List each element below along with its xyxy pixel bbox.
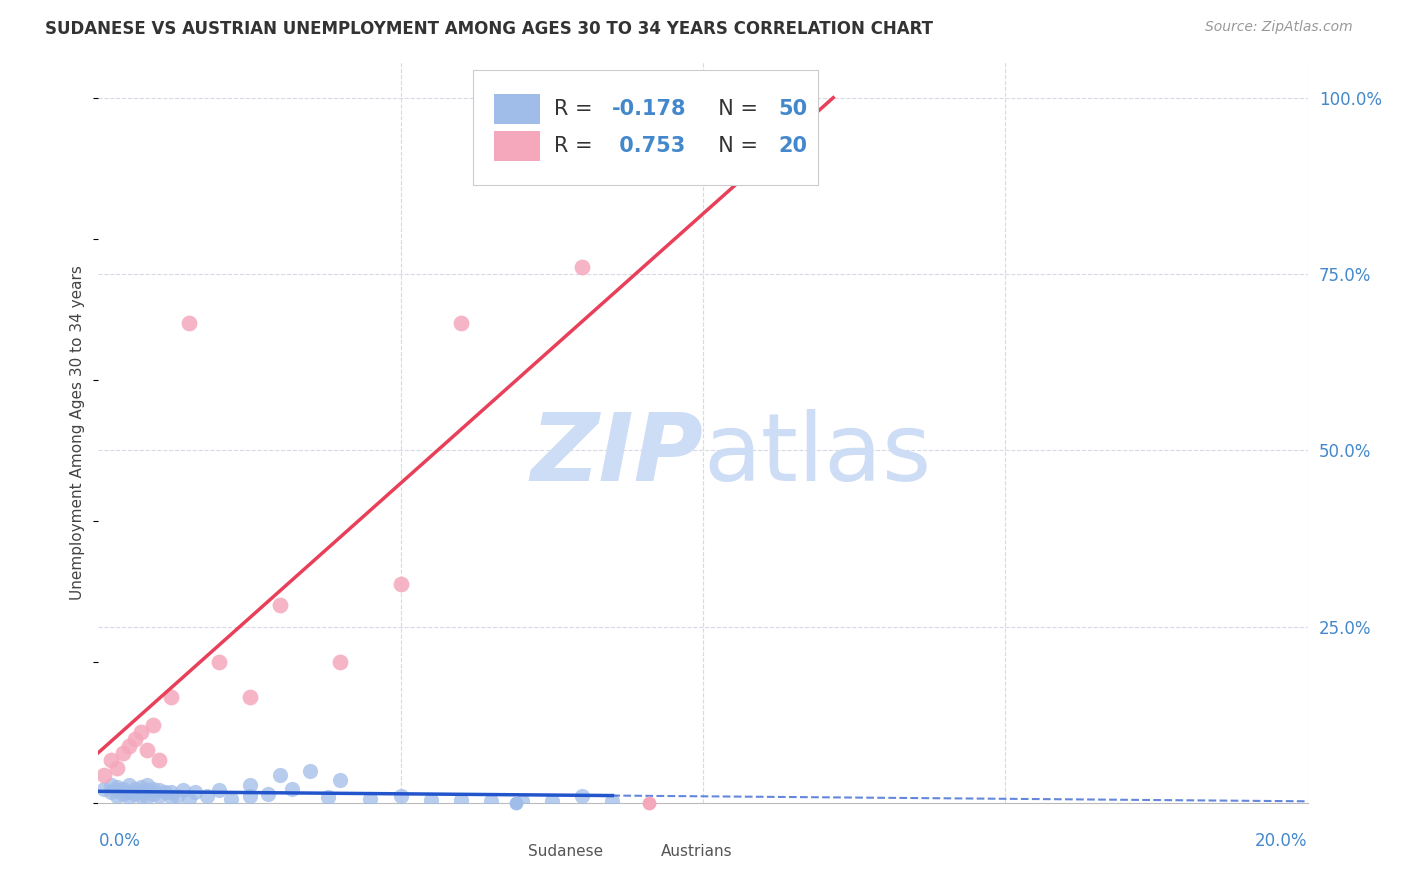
Point [329, 655, 352, 669]
Point [153, 785, 176, 799]
Point [105, 783, 128, 797]
Point [510, 794, 533, 808]
Point [118, 790, 141, 805]
Point [93, 767, 115, 781]
Y-axis label: Unemployment Among Ages 30 to 34 years: Unemployment Among Ages 30 to 34 years [70, 265, 86, 600]
Point [142, 788, 165, 802]
Point [124, 788, 146, 802]
Point [239, 778, 262, 792]
Point [316, 790, 339, 805]
Point [124, 732, 146, 747]
Text: ZIP: ZIP [530, 409, 703, 500]
Text: 50: 50 [778, 99, 807, 120]
Point [111, 781, 134, 796]
Text: Source: ZipAtlas.com: Source: ZipAtlas.com [1205, 20, 1353, 34]
Point [160, 690, 183, 704]
Point [129, 789, 152, 803]
Text: 20.0%: 20.0% [1256, 832, 1308, 850]
Point [129, 725, 152, 739]
Text: Sudanese: Sudanese [527, 844, 603, 858]
Point [111, 788, 134, 802]
Point [299, 764, 322, 778]
Text: N =: N = [706, 136, 765, 156]
Point [105, 789, 128, 803]
Text: atlas: atlas [703, 409, 931, 500]
Point [208, 655, 231, 669]
Point [571, 789, 593, 803]
Text: 0.753: 0.753 [613, 136, 686, 156]
Text: -0.178: -0.178 [613, 99, 686, 120]
Point [450, 316, 472, 330]
Point [118, 778, 141, 792]
Point [420, 793, 443, 807]
Point [571, 260, 593, 274]
Point [329, 773, 352, 788]
Point [184, 785, 207, 799]
Text: R =: R = [554, 136, 599, 156]
Point [93, 781, 115, 796]
Point [105, 780, 128, 795]
Point [239, 789, 262, 803]
Point [221, 792, 243, 806]
Point [481, 794, 503, 808]
Point [135, 790, 157, 805]
Point [602, 794, 624, 808]
Point [135, 743, 157, 757]
Point [389, 577, 412, 591]
Text: Austrians: Austrians [661, 844, 733, 858]
Point [269, 767, 291, 781]
Point [166, 789, 188, 803]
Point [281, 781, 304, 796]
Point [135, 778, 157, 792]
Point [100, 754, 122, 768]
Point [148, 783, 170, 797]
Text: SUDANESE VS AUSTRIAN UNEMPLOYMENT AMONG AGES 30 TO 34 YEARS CORRELATION CHART: SUDANESE VS AUSTRIAN UNEMPLOYMENT AMONG … [45, 20, 934, 37]
Point [160, 785, 183, 799]
Point [118, 739, 141, 754]
FancyBboxPatch shape [474, 70, 818, 185]
FancyBboxPatch shape [494, 131, 540, 161]
Point [256, 788, 278, 802]
Point [208, 783, 231, 797]
Point [195, 789, 218, 803]
Point [269, 599, 291, 613]
Point [172, 783, 194, 797]
Point [135, 783, 157, 797]
Point [100, 778, 122, 792]
Point [142, 781, 165, 796]
FancyBboxPatch shape [494, 95, 540, 124]
Text: N =: N = [706, 99, 765, 120]
Point [118, 785, 141, 799]
Text: 20: 20 [778, 136, 807, 156]
Point [360, 792, 382, 806]
Point [389, 789, 412, 803]
Point [129, 785, 152, 799]
Point [239, 690, 262, 704]
Point [450, 793, 472, 807]
Point [540, 794, 562, 808]
Text: 0.0%: 0.0% [98, 832, 141, 850]
Point [179, 316, 201, 330]
Point [129, 780, 152, 795]
Point [111, 747, 134, 761]
Point [160, 790, 183, 805]
Text: R =: R = [554, 99, 599, 120]
Point [100, 785, 122, 799]
Point [142, 718, 165, 732]
Point [148, 789, 170, 803]
Point [179, 792, 201, 806]
Point [124, 781, 146, 796]
Point [105, 760, 128, 774]
Point [148, 754, 170, 768]
Point [692, 91, 714, 105]
